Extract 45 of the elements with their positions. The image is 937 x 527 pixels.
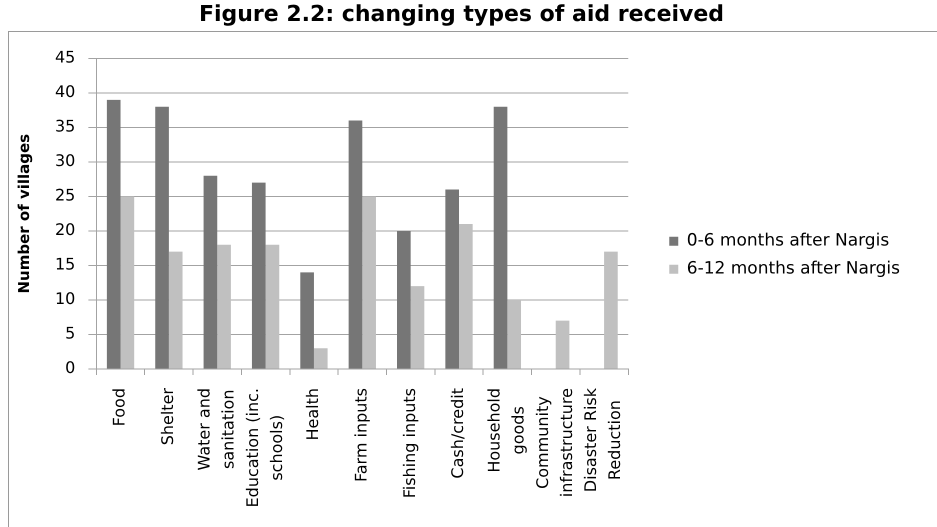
bar [252, 182, 266, 368]
bar [314, 348, 328, 368]
y-tick-label: 0 [65, 358, 76, 378]
bar [397, 230, 411, 368]
bar [155, 106, 169, 368]
legend-label: 6-12 months after Nargis [686, 258, 900, 279]
x-tick-label: Fishing inputs [400, 388, 419, 498]
y-tick-label: 5 [65, 324, 76, 343]
legend-label: 0-6 months after Nargis [686, 230, 890, 251]
y-tick-label: 40 [55, 82, 76, 102]
bar [266, 244, 280, 368]
bar [459, 224, 473, 368]
y-axis-title: Number of villages [14, 134, 33, 294]
x-tick-label: Water and sanitation [194, 388, 238, 470]
x-tick-label: Food [110, 388, 129, 426]
y-tick-label: 20 [55, 220, 76, 240]
bar [507, 300, 522, 368]
y-tick-label: 35 [55, 116, 76, 136]
bar [217, 244, 231, 368]
bar [445, 190, 460, 368]
bar [410, 286, 424, 368]
bar [300, 272, 314, 368]
x-tick-label: Education (inc. schools) [242, 388, 286, 508]
bar [348, 120, 362, 368]
x-tick-label: Household goods [484, 388, 528, 473]
x-tick-label: Community infrastructure [532, 388, 576, 498]
y-tick-label: 45 [55, 48, 76, 67]
y-tick-label: 30 [55, 151, 76, 170]
y-tick-label: 25 [55, 186, 76, 205]
bar [556, 320, 570, 368]
y-tick-label: 15 [55, 254, 76, 274]
x-tick-label: Shelter [158, 388, 178, 446]
x-tick-label: Farm inputs [351, 388, 370, 482]
bar [204, 176, 218, 368]
bar [362, 196, 376, 368]
bar [168, 252, 183, 368]
bar [106, 100, 121, 368]
x-tick-label: Disaster Risk Reduction [581, 387, 624, 492]
x-tick-label: Cash/credit [448, 388, 468, 479]
bar [604, 252, 618, 368]
bar [494, 106, 508, 368]
bar [120, 196, 134, 368]
chart-title: Figure 2.2: changing types of aid received [198, 2, 724, 27]
x-tick-label: Health [303, 388, 322, 441]
y-tick-label: 10 [55, 289, 76, 308]
